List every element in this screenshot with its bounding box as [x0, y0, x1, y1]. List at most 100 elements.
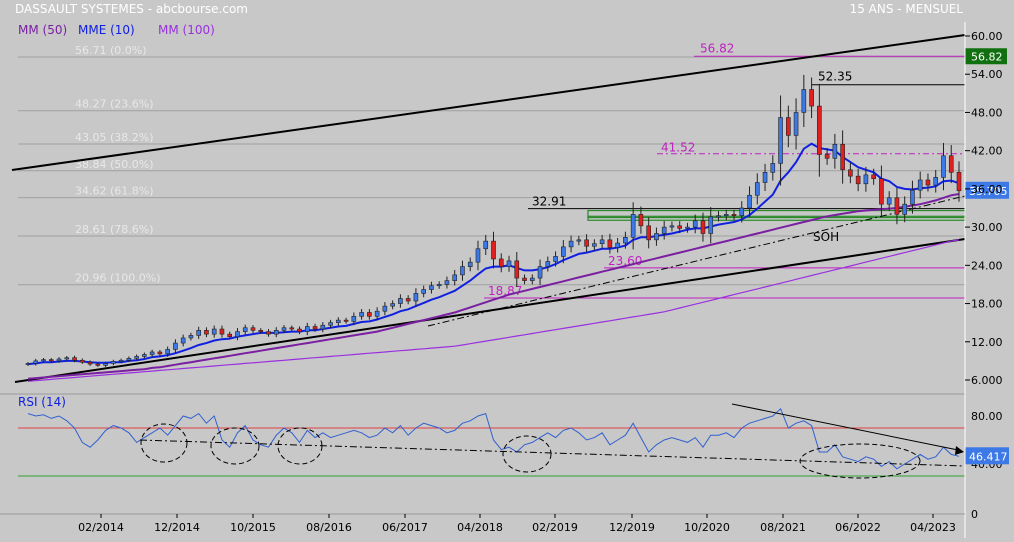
level-1887-label: 18.87 [488, 284, 522, 298]
candle-body [374, 310, 380, 317]
candle-body [948, 155, 954, 173]
candle-body [250, 327, 256, 331]
candle-body [359, 312, 364, 317]
candle-body [227, 333, 233, 337]
candle-body [561, 246, 566, 257]
candle-body [196, 330, 201, 336]
candle-body [840, 143, 845, 171]
candle-body [413, 293, 419, 302]
candle-body [537, 266, 543, 279]
price-tick-label: 30.00 [971, 221, 1003, 234]
candle-body [879, 178, 884, 205]
candle-body [304, 326, 310, 332]
x-tick-label: 04/2018 [457, 521, 503, 534]
x-tick-label: 12/2019 [609, 521, 655, 534]
candle-body [576, 239, 582, 242]
candle-body [80, 359, 85, 363]
candle-body [111, 361, 116, 364]
candle-body [832, 143, 838, 159]
rsi-current-tag-text: 46.417 [969, 450, 1008, 463]
chart-title: DASSAULT SYSTEMES - abcbourse.com [15, 2, 248, 16]
candle-body [165, 349, 170, 355]
rsi-current-tag-box [965, 447, 1009, 465]
candle-body [103, 363, 108, 366]
candle-body [382, 305, 388, 312]
candle-body [809, 89, 814, 107]
candle-body [747, 194, 752, 209]
candle-body [529, 277, 535, 281]
rsi-support-line [139, 439, 966, 467]
candle-body [762, 172, 768, 183]
candle-body [390, 303, 395, 307]
candle-body [367, 312, 372, 317]
candle-body [351, 315, 357, 322]
candle-body [142, 354, 147, 357]
candle-body [258, 330, 264, 332]
candle-body [630, 214, 636, 238]
candle-body [685, 226, 690, 229]
x-tick-label: 08/2021 [760, 521, 806, 534]
candle-body [654, 233, 659, 241]
candle-body [219, 328, 225, 335]
candle-body [421, 289, 426, 294]
chart-period: 15 ANS - MENSUEL [850, 2, 964, 16]
legend-entry: MM (100) [158, 23, 215, 37]
candle-body [786, 117, 791, 136]
candle-body [754, 182, 760, 196]
current-price-tag-box [965, 181, 1009, 199]
candle-body [180, 337, 186, 344]
candle-body [56, 358, 62, 362]
candle-body [677, 225, 683, 229]
x-tick-label: 10/2020 [684, 521, 730, 534]
candle-body [661, 226, 667, 234]
candle-body [173, 342, 178, 350]
sma100-line [27, 239, 960, 382]
candle-body [64, 357, 70, 360]
candle-body [886, 197, 892, 205]
candle-body [336, 319, 341, 323]
high-price-tag-box [965, 48, 1007, 65]
fib-level-label: 38.84 (50.0%) [75, 158, 154, 171]
candle-body [522, 277, 527, 281]
candle-body [584, 239, 589, 247]
candle-body [669, 225, 675, 228]
rsi-title: RSI (14) [18, 395, 66, 409]
level-3291-label: 32.91 [532, 195, 566, 209]
candle-body [343, 319, 349, 322]
high-price-tag-text: 56.82 [971, 50, 1003, 63]
candle-body [398, 298, 403, 304]
current-price-tag-text: 35.705 [969, 185, 1008, 198]
rsi-tick-label: 0 [971, 508, 978, 521]
price-tick-label: 42.00 [971, 145, 1003, 158]
dash-dot-support-line [427, 195, 966, 327]
sma50-line [27, 193, 960, 380]
rsi-circle-annotation [140, 423, 188, 463]
fib-level-label: 20.96 (100.0%) [75, 272, 161, 285]
candle-body [553, 256, 558, 262]
candle-body [545, 261, 551, 267]
level-4152-label: 41.52 [661, 141, 695, 155]
candle-body [273, 330, 279, 335]
candle-body [95, 363, 101, 366]
fib-level-label: 43.05 (38.2%) [75, 131, 154, 144]
candle-body [436, 284, 442, 287]
rsi-line [27, 407, 960, 470]
x-tick-label: 12/2014 [154, 521, 200, 534]
candle-body [25, 363, 31, 365]
candle-body [126, 358, 132, 361]
candle-body [941, 155, 946, 178]
x-tick-label: 10/2015 [230, 521, 276, 534]
rsi-circle-annotation [277, 427, 323, 465]
candle-body [817, 105, 822, 155]
candle-body [615, 242, 620, 248]
candle-body [242, 327, 248, 332]
candle-body [405, 298, 411, 302]
rsi-circle-annotation [502, 435, 552, 473]
fib-level-label: 48.27 (23.6%) [75, 98, 154, 111]
price-tick-label: 12.00 [971, 336, 1003, 349]
x-tick-label: 02/2019 [532, 521, 578, 534]
candle-body [204, 330, 209, 335]
candle-body [692, 220, 698, 228]
candle-body [33, 360, 39, 364]
